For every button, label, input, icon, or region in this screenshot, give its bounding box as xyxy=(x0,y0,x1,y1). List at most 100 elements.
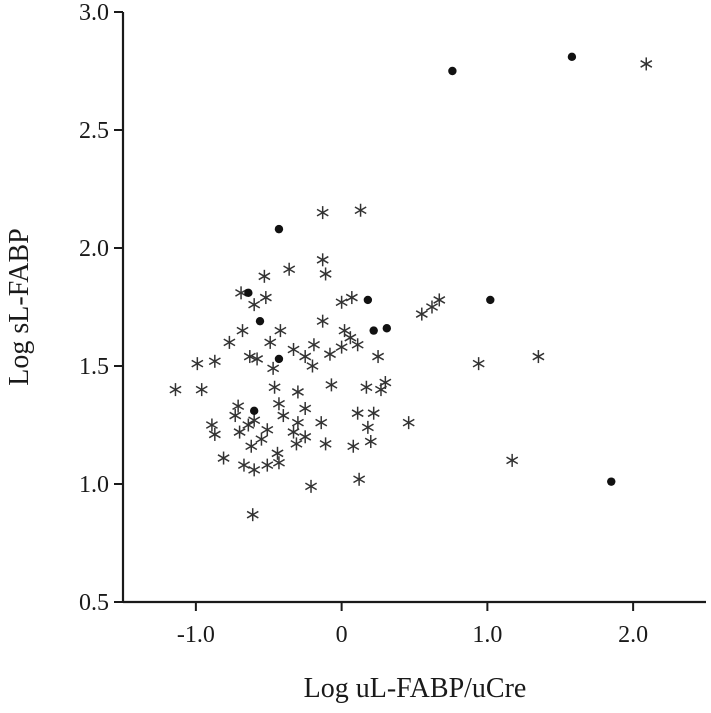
asterisk-point xyxy=(351,406,364,420)
dot-point xyxy=(567,52,577,62)
asterisk-point xyxy=(299,350,312,364)
y-tick-label: 2.0 xyxy=(79,236,109,262)
asterisk-point xyxy=(347,439,360,453)
asterisk-point xyxy=(232,399,245,413)
asterisk-point xyxy=(335,295,348,309)
asterisk-point xyxy=(245,439,258,453)
asterisk-point xyxy=(237,458,250,472)
asterisk-point xyxy=(248,298,261,312)
asterisk-point xyxy=(277,409,290,423)
asterisk-point xyxy=(169,383,182,397)
dot-point xyxy=(244,288,253,298)
x-tick-label: -1.0 xyxy=(177,622,215,648)
asterisk-point xyxy=(291,385,304,399)
asterisk-point xyxy=(316,314,329,328)
asterisk-point xyxy=(233,425,246,439)
asterisk-point xyxy=(323,347,336,361)
asterisk-point xyxy=(425,300,438,314)
x-tick-label: 1.0 xyxy=(472,622,502,648)
asterisk-point xyxy=(354,203,367,217)
dot-point xyxy=(486,295,495,305)
dot-point xyxy=(274,224,284,234)
ticks: 0.5 1.0 1.5 2.0 2.5 3.0 -1.0 0 1.0 2.0 xyxy=(79,0,648,648)
asterisk-point xyxy=(291,416,304,430)
asterisk-point xyxy=(361,420,374,434)
asterisk-point xyxy=(506,453,519,467)
asterisk-point xyxy=(208,427,221,441)
asterisk-point xyxy=(353,472,366,486)
dot-point xyxy=(363,295,373,305)
asterisk-point xyxy=(246,508,259,522)
asterisk-point xyxy=(338,324,351,338)
asterisk-point xyxy=(325,378,338,392)
asterisk-point xyxy=(255,432,268,446)
asterisk-point xyxy=(402,416,415,430)
asterisk-point xyxy=(217,451,230,465)
asterisk-point xyxy=(264,335,277,349)
asterisk-point xyxy=(272,456,285,470)
asterisk-point xyxy=(287,425,300,439)
asterisk-point xyxy=(306,359,319,373)
asterisk-point xyxy=(248,413,261,427)
asterisk-point xyxy=(532,350,545,364)
asterisk-point xyxy=(248,463,261,477)
x-axis-label: Log uL-FABP/uCre xyxy=(304,673,527,704)
asterisk-point xyxy=(345,291,358,305)
dot-point xyxy=(448,66,457,76)
asterisk-point xyxy=(319,437,332,451)
asterisk-point xyxy=(351,338,364,352)
dot-point xyxy=(369,326,378,335)
asterisk-point xyxy=(223,335,236,349)
asterisk-point xyxy=(307,338,320,352)
asterisk-point xyxy=(335,340,348,354)
asterisk-point xyxy=(374,383,387,397)
y-axis-label: Log sL-FABP xyxy=(4,228,35,385)
asterisk-point xyxy=(274,324,287,338)
y-tick-label: 3.0 xyxy=(79,0,109,26)
x-tick-label: 2.0 xyxy=(618,622,648,648)
asterisk-point xyxy=(315,416,328,430)
asterisk-point xyxy=(272,397,285,411)
dot-point xyxy=(382,324,392,333)
dot-point xyxy=(255,316,265,326)
x-tick-label: 0 xyxy=(336,622,348,648)
asterisk-point xyxy=(283,262,296,276)
asterisk-point xyxy=(243,350,256,364)
asterisk-point xyxy=(372,350,385,364)
asterisk-point xyxy=(287,342,300,356)
asterisk-point xyxy=(267,361,280,375)
asterisk-point xyxy=(299,430,312,444)
asterisk-point xyxy=(364,435,377,449)
data-marks xyxy=(169,52,653,522)
asterisk-point xyxy=(205,418,218,432)
asterisk-point xyxy=(316,253,329,267)
asterisk-point xyxy=(258,269,271,283)
asterisk-point xyxy=(229,409,242,423)
asterisk-point xyxy=(271,446,284,460)
dot-point xyxy=(249,406,259,416)
axes xyxy=(121,12,706,604)
asterisk-point xyxy=(236,324,249,338)
asterisk-point xyxy=(268,380,281,394)
y-tick-label: 0.5 xyxy=(79,590,109,616)
dot-point xyxy=(274,354,284,364)
asterisk-point xyxy=(319,267,332,281)
asterisk-point xyxy=(208,354,221,368)
asterisk-point xyxy=(261,458,274,472)
y-tick-label: 1.0 xyxy=(79,472,109,498)
asterisk-point xyxy=(360,380,373,394)
asterisk-point xyxy=(261,423,274,437)
asterisk-point xyxy=(433,293,446,307)
asterisk-point xyxy=(191,357,204,371)
asterisk-point xyxy=(195,383,208,397)
asterisk-point xyxy=(251,352,264,366)
asterisk-point xyxy=(415,307,428,321)
asterisk-point xyxy=(242,418,255,432)
asterisk-point xyxy=(367,406,380,420)
asterisk-point xyxy=(316,206,329,220)
asterisk-point xyxy=(259,291,272,305)
asterisk-point xyxy=(299,401,312,415)
asterisk-point xyxy=(472,357,485,371)
asterisk-point xyxy=(290,437,303,451)
